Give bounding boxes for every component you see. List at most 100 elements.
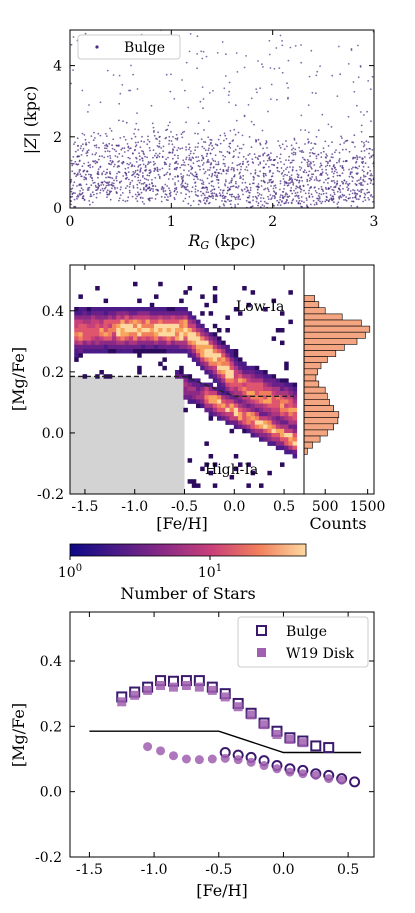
bulge-point [308,131,310,134]
bulge-point [121,155,124,158]
density-cell [120,307,125,312]
bulge-point [353,156,356,159]
density-cell [191,391,197,396]
bulge-point [127,171,130,174]
bulge-point [290,201,293,204]
bulge-point [177,147,180,149]
bulge-point [235,186,237,189]
density-cell [284,361,289,367]
bulge-point [326,174,329,176]
bulge-point [124,187,127,190]
density-cell [250,370,256,375]
bulge-point [229,203,232,206]
density-cell [191,349,197,354]
bulge-point [151,122,154,125]
bulge-point [256,91,258,94]
density-cell [128,344,134,350]
bulge-point [176,149,179,152]
density-cell [246,391,251,396]
bulge-point [300,167,303,169]
bulge-point [285,159,287,162]
bulge-point [334,166,336,169]
bulge-point [185,158,188,161]
bulge-point [315,203,318,206]
bulge-point [296,179,299,181]
density-cell [204,365,209,371]
bulge-point [135,122,138,125]
w19-circle-point [285,767,295,777]
bulge-point [258,186,260,189]
bulge-point [171,178,174,180]
density-cell [238,420,243,425]
bulge-point [339,174,342,177]
density-cell [183,336,188,341]
bulge-point [119,92,122,95]
w19-square-point [233,702,243,712]
bulge-point [309,161,312,164]
bulge-point [260,197,262,199]
bulge-point [313,179,316,181]
bulge-point [307,174,310,177]
histogram-bar [303,392,328,400]
bulge-point [303,189,305,192]
bulge-point [203,194,206,197]
bulge-point [177,157,180,160]
bulge-point [331,153,334,156]
density-cell [120,349,125,354]
density-cell [284,386,289,392]
density-cell [179,311,184,316]
bulge-point [300,44,302,46]
bulge-point [112,182,115,185]
bulge-point [330,185,332,188]
bulge-point [223,132,226,135]
density-cell [259,428,264,434]
bulge-point [298,166,301,168]
density-cell [137,344,142,350]
division-line-p3 [89,730,362,754]
density-cell [183,311,188,316]
bulge-point [119,181,121,184]
bulge-point [175,186,178,189]
bulge-point [163,174,166,177]
bulge-point [338,197,341,200]
bulge-point [358,182,361,185]
bulge-point [268,53,271,56]
density-cell [78,307,83,312]
density-cell [275,378,281,383]
bulge-point [206,152,209,155]
bulge-point [115,177,117,180]
bulge-point [118,102,121,105]
bulge-point [141,159,144,162]
density-cell [145,336,151,341]
density-cell [284,441,289,446]
bulge-point [204,170,207,173]
bulge-point [229,129,232,132]
bulge-point [188,195,191,198]
bulge-point [125,121,128,124]
bulge-point [174,183,177,186]
bulge-point [245,166,248,168]
bulge-point [169,121,171,124]
bulge-point [203,187,206,189]
bulge-point [133,165,136,168]
density-cell [204,302,209,308]
density-cell [208,382,214,388]
density-cell [86,332,92,337]
bulge-point [367,80,370,82]
y-tick-label: 0.4 [40,654,62,670]
bulge-point [223,189,225,192]
panel3-ylabel: [Mg/Fe] [9,703,28,767]
bulge-point [201,57,204,60]
bulge-point [356,205,359,208]
density-cell [175,319,180,325]
bulge-point [284,173,286,176]
density-cell [200,403,205,409]
bulge-point [97,176,99,179]
bulge-point [76,155,79,158]
density-cell [133,332,138,337]
bulge-point [167,196,169,198]
bulge-point [283,202,286,205]
density-cell [225,386,230,392]
density-cell [191,315,197,320]
bulge-point [311,91,314,94]
